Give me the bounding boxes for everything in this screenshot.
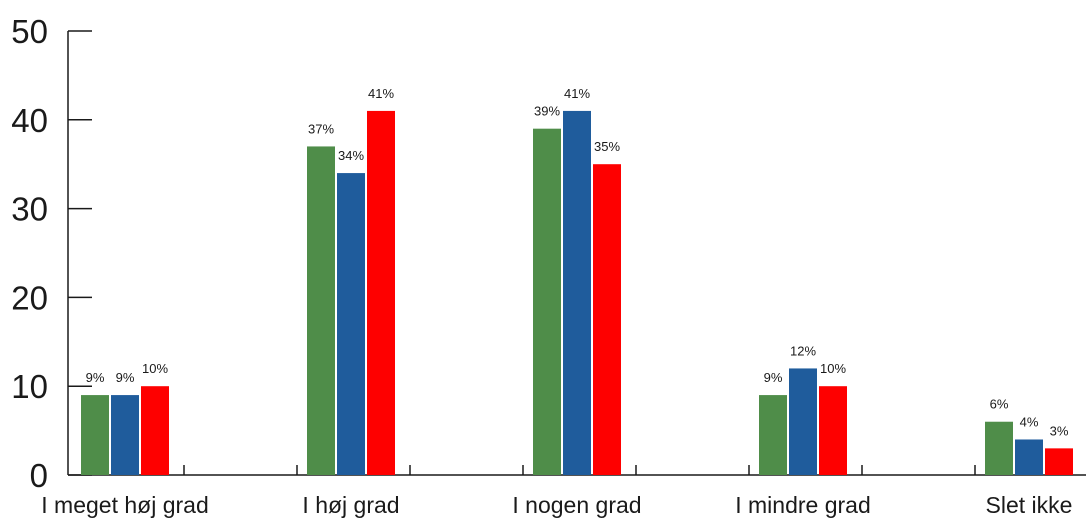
category-label: I høj grad	[302, 492, 399, 518]
data-label: 4%	[1020, 414, 1039, 429]
y-tick-label: 50	[11, 13, 48, 50]
bar	[533, 128, 561, 475]
category-label: I nogen grad	[512, 492, 641, 518]
data-label: 34%	[338, 148, 364, 163]
bar	[563, 110, 591, 476]
bars	[81, 110, 1073, 476]
data-label: 9%	[764, 370, 783, 385]
bar	[141, 386, 169, 475]
bar	[307, 146, 335, 475]
bar	[367, 110, 395, 476]
bar	[337, 173, 365, 475]
category-label: I mindre grad	[735, 492, 871, 518]
y-tick-label: 20	[11, 279, 48, 316]
bar	[111, 395, 139, 475]
bar	[593, 164, 621, 475]
bar	[1045, 448, 1073, 475]
bar	[819, 386, 847, 475]
y-tick-label: 0	[30, 457, 48, 494]
data-label: 12%	[790, 343, 816, 358]
bar	[759, 395, 787, 475]
category-label: Slet ikke	[986, 492, 1073, 518]
y-tick-label: 30	[11, 191, 48, 228]
data-label: 10%	[142, 361, 168, 376]
data-label: 37%	[308, 121, 334, 136]
bar	[985, 421, 1013, 475]
data-label: 41%	[564, 86, 590, 101]
data-label: 39%	[534, 104, 560, 119]
category-label: I meget høj grad	[41, 492, 208, 518]
data-label: 41%	[368, 86, 394, 101]
data-label: 3%	[1050, 423, 1069, 438]
x-axis: I meget høj grad I høj grad I nogen grad I …	[41, 465, 1086, 518]
y-axis: 0 10 20 30 40 50	[11, 13, 92, 494]
data-label: 6%	[990, 397, 1009, 412]
bar	[1015, 439, 1043, 475]
y-tick-label: 40	[11, 102, 48, 139]
data-label: 35%	[594, 139, 620, 154]
data-label: 9%	[116, 370, 135, 385]
bar	[81, 395, 109, 475]
data-labels: 9% 9% 10% 37% 34% 41% 39% 41% 35% 9% 12% 10% 6% 4% 3%	[86, 86, 1069, 438]
data-label: 10%	[820, 361, 846, 376]
data-label: 9%	[86, 370, 105, 385]
bar	[789, 368, 817, 475]
y-tick-label: 10	[11, 368, 48, 405]
